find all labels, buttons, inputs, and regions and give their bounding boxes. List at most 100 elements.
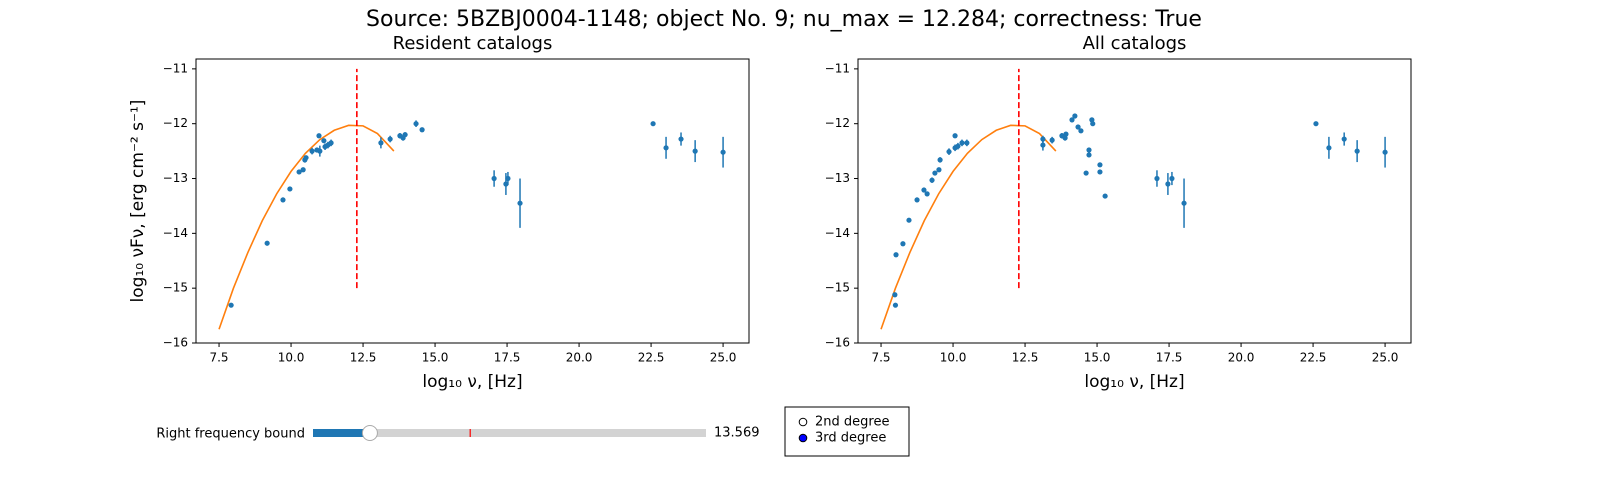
data-point: [228, 302, 234, 308]
data-point: [893, 252, 899, 258]
data-point: [321, 138, 327, 144]
data-point: [1382, 149, 1388, 155]
plot-area: [857, 58, 1412, 344]
figure-title: Source: 5BZBJ0004-1148; object No. 9; nu…: [366, 7, 1202, 32]
data-point: [892, 292, 898, 298]
y-tick-label: −14: [825, 226, 850, 240]
data-point: [921, 187, 927, 193]
data-point: [1097, 162, 1103, 168]
y-tick-label: −12: [825, 116, 850, 130]
x-tick-label: 15.0: [1084, 351, 1111, 365]
y-tick-label: −14: [163, 226, 188, 240]
fit-curve: [880, 124, 1057, 330]
data-point: [378, 140, 384, 146]
x-tick-label: 7.5: [209, 351, 228, 365]
y-tick-label: −13: [163, 171, 188, 185]
y-tick-label: −16: [825, 336, 850, 350]
data-point: [1341, 136, 1347, 142]
data-point: [517, 200, 523, 206]
axes-title: All catalogs: [1083, 33, 1187, 54]
data-point: [402, 132, 408, 138]
y-tick-label: −11: [163, 61, 188, 75]
data-point: [303, 155, 309, 161]
data-point: [505, 175, 511, 182]
data-point: [387, 136, 393, 142]
y-axis-label: log₁₀ νFν, [erg cm⁻² s⁻¹]: [128, 100, 148, 303]
axes-title: Resident catalogs: [393, 33, 553, 54]
data-point: [296, 169, 302, 175]
x-tick-label: 17.5: [1156, 351, 1183, 365]
data-point: [1083, 170, 1089, 176]
data-point: [419, 127, 425, 133]
data-point: [1154, 175, 1160, 182]
data-point: [952, 133, 958, 139]
data-point: [924, 191, 930, 197]
data-point: [663, 145, 669, 151]
x-tick-label: 22.5: [1300, 351, 1327, 365]
radio[interactable]: [784, 406, 910, 457]
data-point: [287, 186, 293, 192]
data-point: [1090, 121, 1096, 127]
data-point: [1040, 142, 1046, 148]
data-point: [309, 148, 315, 154]
data-point: [1069, 117, 1075, 123]
x-tick-label: 12.5: [350, 351, 377, 365]
data-point: [413, 121, 419, 127]
data-point: [964, 140, 970, 146]
radio-label: 3rd degree: [815, 431, 886, 446]
data-point: [1078, 128, 1084, 134]
data-point: [300, 167, 306, 173]
data-point: [937, 157, 943, 163]
data-point: [1181, 200, 1187, 206]
data-point: [892, 302, 899, 308]
data-point: [906, 217, 912, 223]
x-tick-label: 10.0: [940, 351, 967, 365]
fit-curve: [218, 124, 395, 330]
x-tick-label: 10.0: [278, 351, 305, 365]
data-point: [1086, 147, 1092, 153]
slider-fill: [313, 429, 370, 437]
data-point: [1313, 121, 1319, 127]
data-point: [1049, 137, 1055, 143]
x-axis-label: log₁₀ ν, [Hz]: [1084, 372, 1184, 392]
data-point: [328, 140, 334, 146]
data-point: [692, 148, 698, 154]
data-point: [1165, 181, 1171, 187]
data-point: [900, 241, 906, 247]
data-point: [1326, 145, 1332, 151]
slider-track: [313, 429, 706, 437]
radio-label: 2nd degree: [815, 415, 889, 430]
slider-value: 13.569: [714, 426, 760, 441]
data-point: [936, 167, 942, 173]
radio-button[interactable]: [798, 417, 808, 427]
x-tick-label: 7.5: [871, 351, 890, 365]
x-tick-label: 25.0: [1372, 351, 1399, 365]
plot-area: [195, 58, 750, 344]
slider[interactable]: Right frequency bound 13.569: [156, 426, 759, 442]
data-point: [491, 175, 497, 182]
data-point: [955, 143, 961, 149]
slider-label: Right frequency bound: [156, 427, 305, 442]
y-tick-label: −15: [825, 281, 850, 295]
data-point: [1072, 113, 1078, 119]
data-point: [650, 121, 656, 127]
radio-box: [784, 406, 910, 457]
data-point: [946, 149, 952, 155]
radio-button[interactable]: [798, 433, 808, 443]
y-tick-label: −16: [163, 336, 188, 350]
data-point: [316, 133, 322, 139]
data-point: [264, 240, 270, 246]
x-axis-label: log₁₀ ν, [Hz]: [422, 372, 522, 392]
y-tick-label: −12: [163, 116, 188, 130]
data-point: [929, 177, 935, 183]
y-tick-label: −13: [825, 171, 850, 185]
data-point: [1169, 175, 1175, 182]
data-point: [914, 197, 920, 203]
data-point: [1086, 152, 1092, 158]
data-point: [1354, 148, 1360, 154]
data-point: [317, 148, 323, 154]
data-point: [1040, 136, 1046, 142]
slider-handle[interactable]: [361, 425, 378, 441]
data-point: [1097, 169, 1103, 175]
x-tick-label: 17.5: [494, 351, 521, 365]
